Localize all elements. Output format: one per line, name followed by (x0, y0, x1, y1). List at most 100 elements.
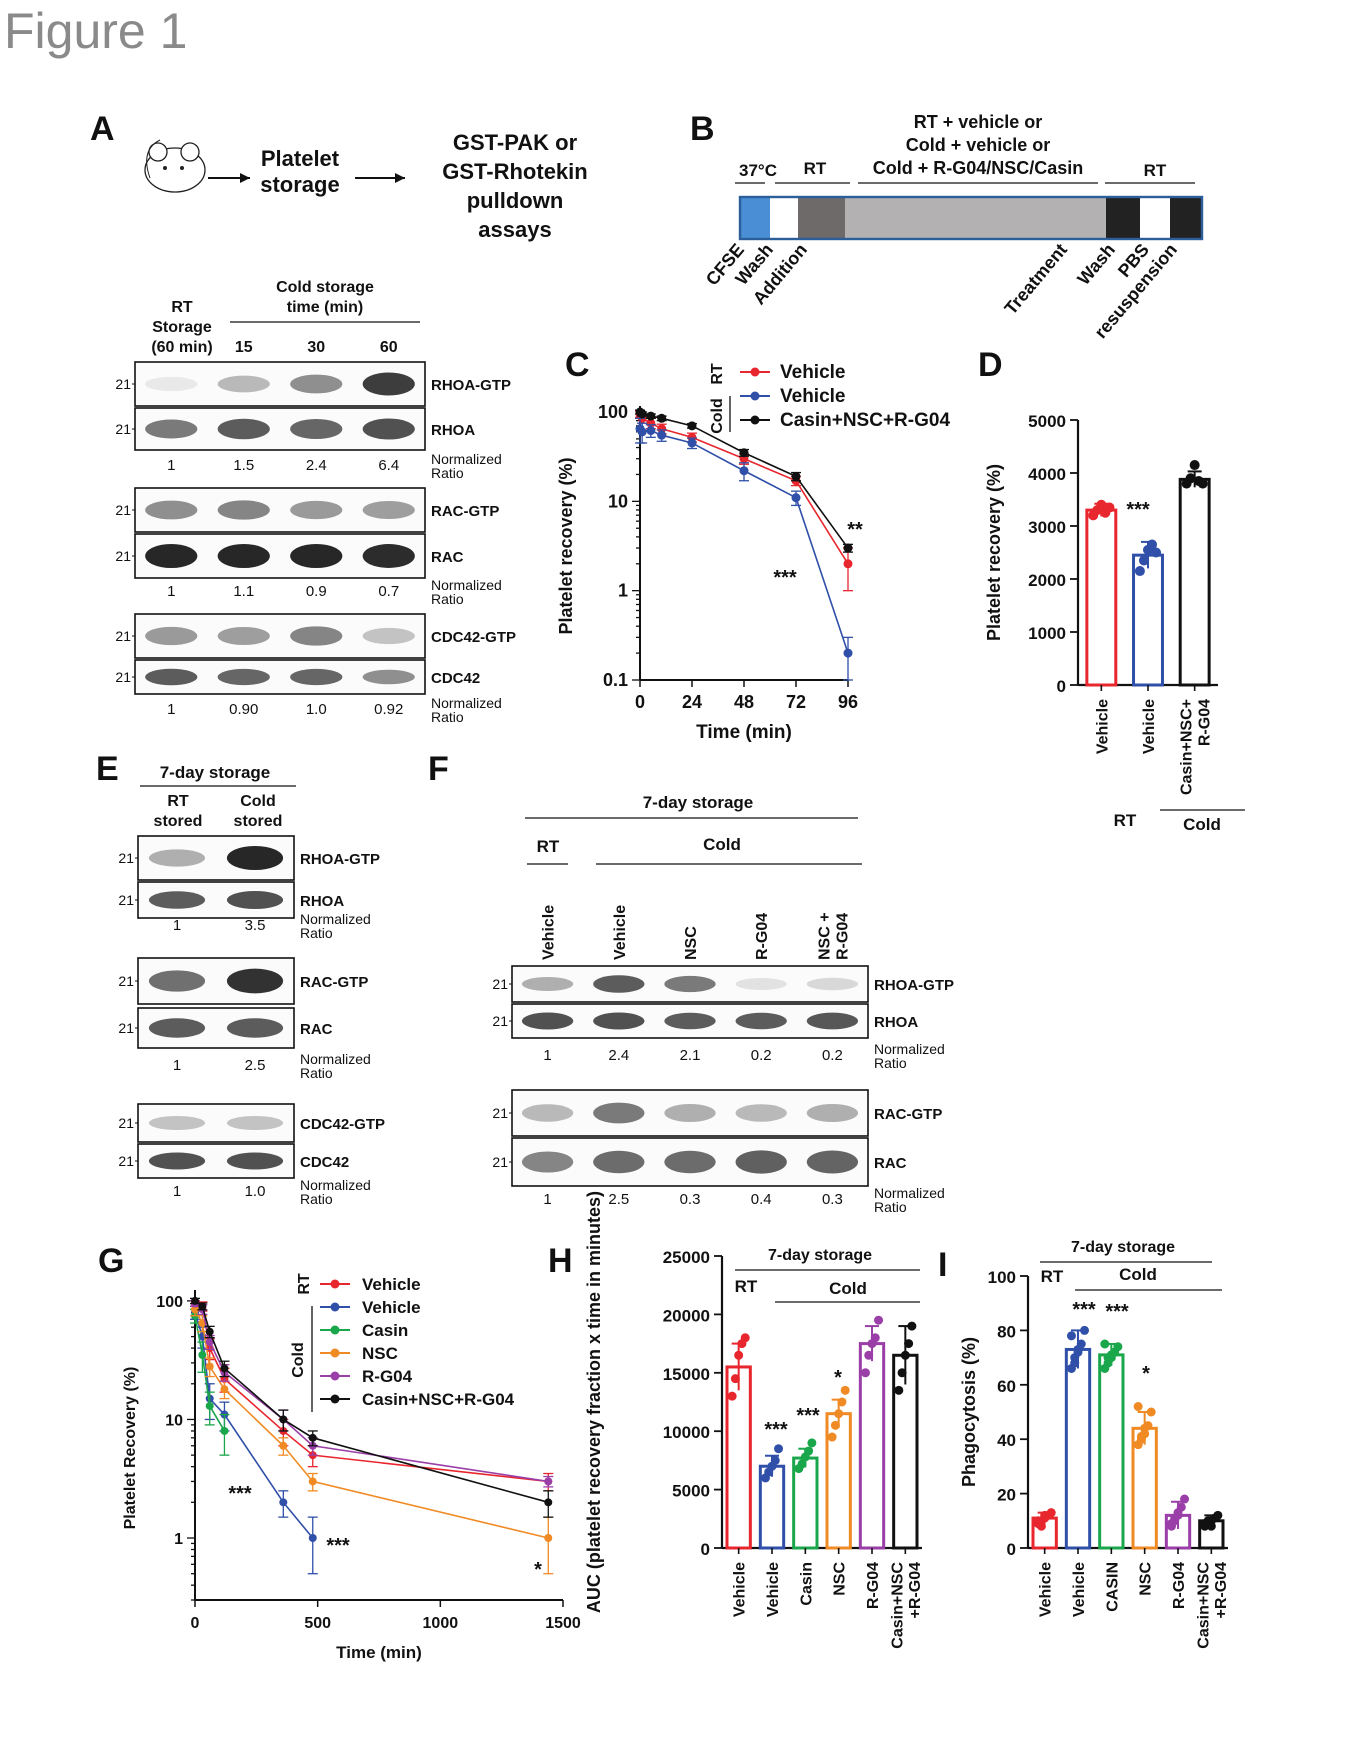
ratio-label: Ratio (300, 1191, 333, 1207)
blot-label: RAC (874, 1155, 907, 1172)
blot-band (145, 500, 198, 520)
ratio-value: 2.5 (245, 1057, 266, 1074)
blot-label: RHOA (431, 422, 475, 439)
data-point (770, 1455, 780, 1465)
data-point (1104, 502, 1115, 513)
blot-band (217, 543, 270, 569)
legend-label: NSC (362, 1344, 398, 1363)
data-point (739, 448, 749, 458)
blot-band (290, 500, 343, 520)
data-point (205, 1327, 214, 1336)
data-point (1189, 460, 1200, 471)
ratio-value: 1.0 (245, 1183, 266, 1200)
data-point (1036, 1521, 1046, 1531)
legend-label: Casin (362, 1321, 408, 1340)
western-blot: 21 RHOA-GTP (492, 965, 954, 1003)
y-tick-label: 100 (988, 1268, 1016, 1287)
western-blot: 21 RAC-GTP (115, 487, 499, 533)
significance: *** (796, 1405, 820, 1427)
group-label: Cold (1183, 815, 1221, 834)
lane-header: Cold (240, 793, 276, 810)
blot-band (362, 669, 415, 685)
data-point (544, 1477, 553, 1486)
x-tick-label: 0 (635, 692, 645, 712)
mw-marker: 21 (118, 892, 134, 908)
ratio-value: 2.1 (680, 1047, 701, 1064)
legend-label: Casin+NSC+R-G04 (362, 1390, 515, 1409)
data-point (904, 1339, 914, 1349)
panel-letter: D (978, 346, 1003, 384)
group-label: Cold (1119, 1265, 1157, 1284)
mouse-tail (146, 139, 161, 179)
legend-label: Casin+NSC+R-G04 (780, 410, 950, 431)
data-point (1185, 473, 1196, 484)
arrow-head (240, 173, 250, 183)
protocol-text: Cold + vehicle or (906, 135, 1051, 155)
timeline-segment (1106, 197, 1140, 239)
category-label: +R-G04 (907, 1562, 924, 1619)
blot-band (226, 891, 284, 909)
x-tick-label: 96 (838, 692, 858, 712)
ratio-value: 0.92 (374, 701, 403, 718)
blot-label: RAC (431, 549, 464, 566)
data-point (1113, 1342, 1123, 1352)
panel-header: 7-day storage (768, 1247, 872, 1264)
significance: *** (228, 1483, 252, 1505)
y-tick-label: 5000 (1028, 412, 1066, 431)
data-point (1136, 1431, 1146, 1441)
mw-marker: 21 (115, 548, 131, 564)
blot-band (148, 1116, 206, 1130)
legend-group: RT (709, 363, 726, 385)
data-point (1100, 1339, 1110, 1349)
y-tick-label: 10 (608, 491, 628, 511)
blot-band (806, 977, 859, 991)
timeline-segment (770, 197, 798, 239)
ratio-value: 2.5 (608, 1191, 629, 1208)
panel-h-chart: 0 5000 10000 15000 20000 25000 Vehicle Vehicle C… (548, 1191, 924, 1649)
data-point (843, 559, 853, 569)
blot-label: RHOA-GTP (300, 851, 380, 868)
data-point (308, 1477, 317, 1486)
data-point (1040, 1510, 1050, 1520)
mw-marker: 21 (118, 1020, 134, 1036)
legend-group: Cold (709, 398, 726, 434)
ratio-label: Ratio (300, 1065, 333, 1081)
legend-label: Vehicle (362, 1275, 421, 1294)
blot-band (521, 976, 574, 992)
mw-marker: 21 (492, 1105, 508, 1121)
blot-band (806, 1012, 859, 1030)
significance: *** (1072, 1299, 1096, 1321)
legend-marker (330, 1348, 340, 1358)
data-point (860, 1368, 870, 1378)
data-point (687, 421, 697, 431)
y-tick-label: 80 (997, 1322, 1016, 1341)
data-point (1197, 478, 1208, 489)
blot-band (735, 1150, 787, 1174)
data-point (864, 1350, 874, 1360)
significance: *** (773, 567, 797, 589)
data-point (544, 1498, 553, 1507)
y-tick-label: 15000 (663, 1365, 710, 1384)
data-point (791, 471, 801, 481)
blot-band (735, 1104, 787, 1122)
data-point (1213, 1510, 1223, 1520)
data-point (308, 1433, 317, 1442)
blot-band (593, 1150, 645, 1174)
lane-label: R-G04 (754, 913, 771, 960)
data-point (797, 1459, 807, 1469)
data-point (1076, 1339, 1086, 1349)
bar (1085, 508, 1118, 687)
legend-marker (330, 1279, 340, 1289)
time-label: 60 (380, 339, 398, 356)
lane-header: stored (154, 813, 203, 830)
y-tick-label: 40 (997, 1431, 1016, 1450)
category-label: Casin+NSC (1195, 1562, 1212, 1649)
western-blot: 21 RAC-GTP (118, 957, 368, 1005)
category-label: Vehicle (732, 1562, 749, 1617)
blot-band (226, 1018, 284, 1038)
segment-label: RT (1144, 161, 1167, 180)
ratio-value: 0.9 (306, 583, 327, 600)
blot-band (806, 1150, 859, 1174)
